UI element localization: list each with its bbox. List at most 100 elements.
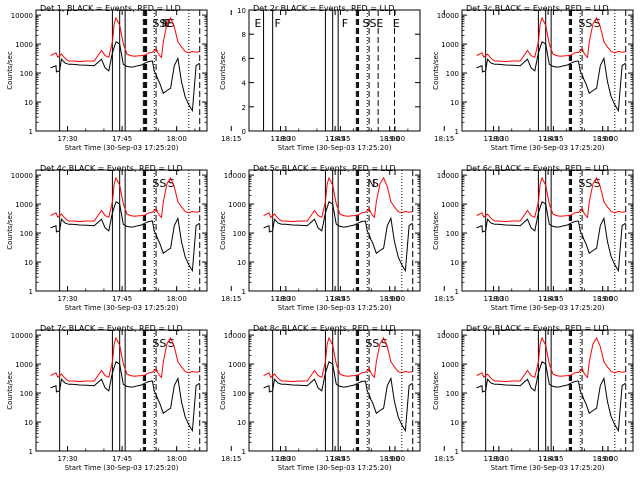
series-lld-line [50,336,200,383]
x-tick-label: 19:00 [385,135,405,143]
event-annotation: F [274,17,280,30]
x-tick-label: 19:00 [598,455,618,463]
series-events-line [50,201,200,273]
series-events-line [263,361,413,433]
y-tick-label: 10 [237,419,246,427]
plot-frame [461,9,634,132]
event-annotation: S [381,337,388,350]
y-axis-label: Counts/sec [6,211,14,250]
x-tick-label: 18:30 [489,455,509,463]
y-tick-label: 6 [242,55,247,63]
chart-panel-5: Det 5c BLACK = Events, RED = LLD 1 10 100 10… [219,164,618,312]
x-tick-label: 17:30 [57,455,77,463]
y-tick-label: 1 [455,288,459,296]
x-tick-label: 17:45 [112,455,132,463]
x-tick-label: 17:30 [270,295,290,303]
x-tick-label: 18:45 [543,135,563,143]
event-annotation: S [168,177,175,190]
y-tick-label: 100 [233,390,246,398]
x-axis-label: Start Time (30-Sep-03 17:25:20) [65,464,179,472]
x-tick-label: 18:15 [434,455,454,463]
chart-panel-3: Det 3c BLACK = Events, RED = LLD 1 10 100 10… [432,4,634,152]
series-events-line [50,41,200,113]
event-annotation: SS [365,337,379,350]
y-tick-label: 10 [450,259,459,267]
x-tick-label: 18:30 [276,135,296,143]
series-lld-line [263,176,413,223]
x-tick-label: 18:15 [221,295,241,303]
chart-title: Det 6c BLACK = Events, RED = LLD [466,164,609,173]
y-axis-label: Counts/sec [219,51,227,90]
event-annotation: S [594,177,601,190]
chart-title: Det 7c BLACK = Events, RED = LLD [40,324,183,333]
y-tick-label: 1 [29,128,33,136]
event-annotation: E [376,17,383,30]
series-events-line [476,41,626,113]
x-tick-label: 18:45 [543,455,563,463]
event-annotation: S [372,177,379,190]
x-tick-label: 18:30 [276,455,296,463]
series-lld-line [476,16,626,63]
x-tick-label: 18:00 [593,455,613,463]
x-tick-label: 18:45 [330,135,350,143]
chart-title: Det 3c BLACK = Events, RED = LLD [466,4,609,13]
event-annotation: S [168,337,175,350]
x-tick-label: 18:15 [221,135,241,143]
y-tick-label: 10000 [11,172,33,180]
event-annotation: SS [363,17,377,30]
y-tick-label: 10000 [437,12,459,20]
y-tick-label: 1 [455,448,459,456]
y-tick-label: 1000 [441,361,459,369]
y-tick-label: 100 [20,390,33,398]
event-annotation: N [162,17,170,30]
x-axis-label: Start Time (30-Sep-03 17:25:20) [278,464,392,472]
y-tick-label: 1000 [15,361,33,369]
y-tick-label: 100 [446,70,459,78]
event-annotation: S [168,17,175,30]
x-tick-label: 18:15 [434,135,454,143]
x-tick-label: 18:00 [593,295,613,303]
y-axis-label: Counts/sec [219,371,227,410]
x-tick-label: 19:00 [385,295,405,303]
y-axis-label: Counts/sec [432,211,440,250]
event-annotation: E [393,17,400,30]
y-tick-label: 10000 [437,332,459,340]
chart-panel-4: Det 4c BLACK = Events, RED = LLD 1 10 100 10… [6,164,405,312]
chart-panel-2: Det 2r BLACK = Events, RED = LLD 0 2 4 6 8 10 1… [219,4,618,152]
event-annotation: F [342,17,348,30]
event-annotation: SS [578,177,592,190]
x-tick-label: 17:30 [270,455,290,463]
event-annotation: S [594,17,601,30]
y-tick-label: 8 [242,31,246,39]
y-tick-label: 10 [237,259,246,267]
event-annotation: SS [152,17,166,30]
y-tick-label: 100 [446,390,459,398]
plot-frame [248,9,421,132]
series-lld-line [263,336,413,383]
y-axis-label: Counts/sec [432,51,440,90]
x-tick-label: 18:00 [380,295,400,303]
y-tick-label: 10 [24,419,33,427]
event-annotation: N [367,177,375,190]
series-lld-line [50,176,200,223]
y-tick-label: 10000 [224,332,246,340]
x-tick-label: 17:30 [483,295,503,303]
x-axis-label: Start Time (30-Sep-03 17:25:20) [278,144,392,152]
y-tick-label: 10 [450,99,459,107]
y-tick-label: 100 [20,70,33,78]
x-tick-label: 18:30 [489,295,509,303]
x-tick-label: 18:00 [380,135,400,143]
plot-frame [35,329,208,452]
x-tick-label: 18:45 [330,295,350,303]
x-tick-label: 18:45 [330,455,350,463]
y-axis-label: Counts/sec [432,371,440,410]
x-tick-label: 18:00 [167,455,187,463]
y-tick-label: 1 [242,448,246,456]
x-tick-label: 18:30 [276,295,296,303]
x-tick-label: 17:45 [325,455,345,463]
x-tick-label: 17:45 [538,455,558,463]
y-tick-label: 1000 [15,201,33,209]
event-annotation: E [254,17,261,30]
chart-panel-1: Det 1, BLACK = Events, RED = LLD11010010… [6,4,405,152]
